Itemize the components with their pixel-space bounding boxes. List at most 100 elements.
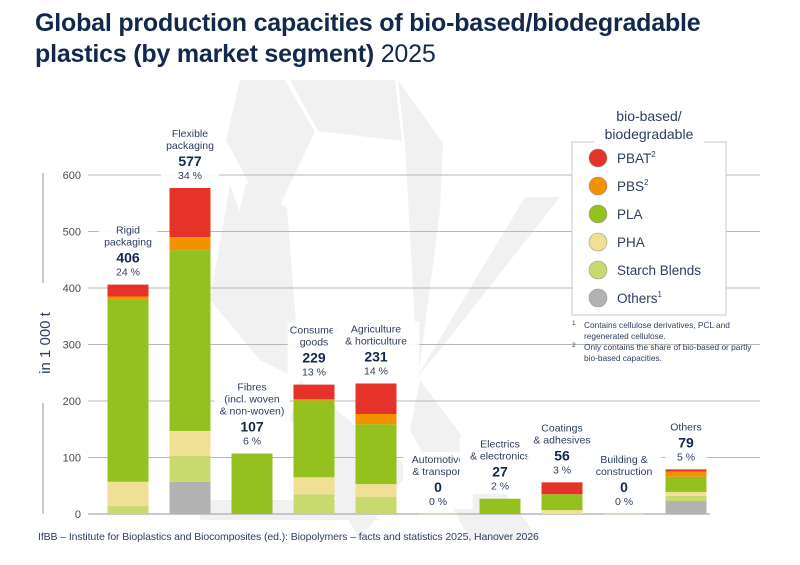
label-backing [459, 436, 541, 494]
legend-label: PHA [617, 235, 645, 250]
y-tick-label: 100 [63, 453, 81, 465]
bar-segment-pbat [355, 383, 397, 414]
footnote-1: 1 Contains cellulose derivatives, PCL an… [572, 320, 762, 341]
label-backing [160, 125, 220, 183]
legend-swatch-pbs [588, 176, 608, 196]
legend-label: Others1 [617, 290, 663, 306]
category-total: 27 [492, 464, 508, 480]
bar-segment-pbat [169, 187, 211, 238]
bar-segment-pla [231, 453, 273, 514]
label-backing [586, 452, 662, 509]
legend-title-line-1: bio-based/ [616, 108, 681, 124]
label-backing [98, 222, 158, 280]
category-total: 229 [302, 350, 326, 366]
bar-segment-pla [355, 424, 397, 485]
label-backing [214, 379, 290, 449]
category-share: 14 % [364, 365, 388, 377]
footnote-2: 2 Only contains the share of bio-based o… [572, 342, 762, 363]
bar-segment-others [665, 501, 707, 514]
category-label: Consumer [290, 325, 339, 337]
category-label: packaging [166, 140, 214, 152]
category-total: 406 [116, 250, 140, 266]
bar-segment-starch-blends [169, 455, 211, 482]
bar-segment-pbs [293, 399, 335, 401]
category-share: 3 % [553, 464, 571, 476]
y-tick-label: 300 [63, 340, 81, 352]
category-share: 13 % [302, 367, 326, 379]
y-tick-label: 500 [63, 227, 81, 239]
y-tick-label: 0 [75, 509, 81, 521]
label-backing [287, 322, 341, 380]
category-share: 34 % [178, 170, 202, 182]
title-line-2: plastics (by market segment) [35, 40, 374, 68]
y-tick-label: 600 [63, 170, 81, 182]
bar-segment-pha [169, 430, 211, 456]
watermark-shape [398, 80, 443, 380]
legend: bio-based/biodegradable PBAT2 PBS2 PLA PHA St… [571, 108, 727, 316]
legend-footnote-mark: 2 [644, 178, 649, 187]
bars [107, 187, 707, 515]
legend-footnote-mark: 1 [658, 290, 663, 299]
source-citation: IfBB – Institute for Bioplastics and Bio… [38, 531, 539, 543]
bar-segment-pha [107, 481, 149, 507]
watermark-shape [290, 80, 402, 141]
watermark-shape [226, 80, 315, 205]
bar-segment-starch-blends [665, 495, 707, 502]
category-label: Coatings [541, 422, 582, 434]
bar-segment-pbs [107, 296, 149, 300]
legend-footnote-mark: 2 [651, 150, 656, 159]
category-share: 6 % [243, 436, 261, 448]
footnote-2-mark: 2 [572, 342, 576, 349]
category-label: & adhesives [533, 434, 590, 446]
bar-segment-starch-blends [107, 506, 149, 514]
legend-title-line-2: biodegradable [605, 126, 694, 142]
category-label: & transport [412, 466, 463, 478]
category-label: Automotive [412, 454, 465, 466]
category-label: Building & [600, 454, 647, 466]
footnote-1-text: Contains cellulose derivatives, PCL and … [584, 320, 730, 341]
bar-segment-pha [603, 513, 645, 515]
bar-segment-pla [541, 494, 583, 511]
category-label: goods [300, 337, 329, 349]
category-label: packaging [104, 237, 152, 249]
category-total: 56 [554, 447, 570, 463]
bar-segment-pla [169, 250, 211, 431]
category-label: Agriculture [351, 323, 401, 335]
title-year: 2025 [380, 40, 436, 68]
category-label: construction [596, 466, 653, 478]
y-tick-label: 400 [63, 283, 81, 295]
legend-label: PBAT2 [617, 150, 656, 166]
category-total: 231 [364, 348, 388, 364]
legend-swatch-starch-blends [588, 260, 608, 280]
category-total: 79 [678, 434, 694, 450]
footnote-1-mark: 1 [572, 320, 576, 327]
label-backing [332, 321, 420, 379]
category-share: 0 % [615, 496, 633, 508]
bar-segment-pla [479, 498, 521, 514]
y-tick-labels: 0 100 200 300 400 500 600 [63, 170, 81, 521]
category-label: & non-woven) [220, 406, 285, 418]
legend-title-backing [594, 136, 704, 148]
legend-swatch-pbat [588, 148, 608, 168]
watermark-shape [210, 185, 300, 380]
bar-segment-pla [293, 400, 335, 478]
bar-segment-pbs [169, 237, 211, 251]
category-label: & electronics [470, 451, 530, 463]
category-share: 5 % [677, 451, 695, 463]
bar-segment-pha [355, 484, 397, 498]
bar-segment-pbat [665, 469, 707, 472]
category-share: 0 % [429, 496, 447, 508]
category-label: Electrics [480, 439, 520, 451]
bar-segment-pha [541, 510, 583, 514]
category-label: (incl. woven [224, 394, 280, 406]
category-total: 0 [434, 479, 442, 495]
category-total: 577 [178, 153, 202, 169]
bar-segment-pla [107, 299, 149, 482]
bar-segment-pbs [665, 471, 707, 477]
legend-label: PLA [617, 207, 643, 222]
title-line-1: Global production capacities of bio-base… [35, 9, 701, 37]
bar-segment-pbat [107, 284, 149, 297]
bar-segment-pbat [293, 384, 335, 400]
